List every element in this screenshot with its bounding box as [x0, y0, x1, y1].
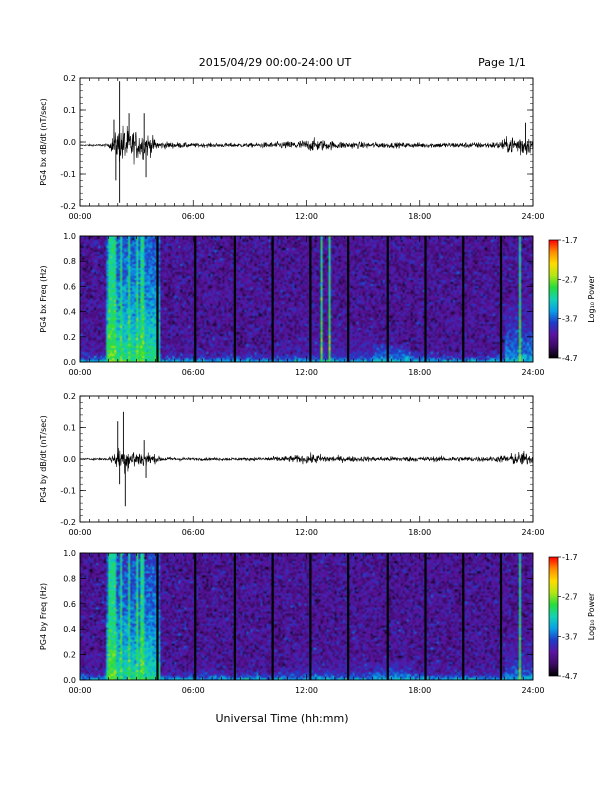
y-tick-label: 1.0: [63, 232, 76, 241]
y-tick-label: 0.0: [63, 358, 76, 367]
x-axis-label: Universal Time (hh:mm): [216, 712, 349, 725]
colorbar-tick-label: -4.7: [562, 672, 578, 681]
x-tick-label: 24:00: [521, 528, 544, 537]
y-axis-label: PG4 by Freq (Hz): [39, 583, 48, 650]
x-tick-label: 12:00: [295, 528, 318, 537]
x-tick-label: 12:00: [295, 686, 318, 695]
data-gap-line: [233, 553, 236, 680]
x-tick-label: 18:00: [408, 528, 431, 537]
y-tick-label: 0.6: [63, 282, 76, 291]
y-tick-label: 0.4: [63, 308, 76, 317]
data-gap-line: [233, 236, 236, 362]
data-gap-line: [347, 236, 350, 362]
data-gap-line: [156, 553, 159, 680]
data-gap-line: [424, 553, 427, 680]
data-gap-line: [194, 553, 197, 680]
x-tick-label: 00:00: [68, 528, 91, 537]
colorbar-tick-label: -1.7: [562, 553, 578, 562]
data-gap-line: [194, 236, 197, 362]
data-gap-line: [462, 553, 465, 680]
plot-frame: [79, 552, 534, 681]
x-tick-label: 18:00: [408, 368, 431, 377]
x-tick-label: 12:00: [295, 368, 318, 377]
chart-panel-2: 00:00 06:00 12:00 18:00 24:00 1.0 0.8 0.6 0.4 0.2…: [39, 232, 596, 377]
x-tick-label: 24:00: [521, 368, 544, 377]
y-tick-label: -0.1: [60, 170, 76, 179]
data-gap-line: [271, 553, 274, 680]
y-tick-label: 0.4: [63, 625, 76, 634]
y-tick-label: 0.0: [63, 455, 76, 464]
y-tick-label: 1.0: [63, 549, 76, 558]
data-gap-line: [386, 236, 389, 362]
x-tick-label: 06:00: [182, 686, 205, 695]
chart-panel-3: 00:00 06:00 12:00 18:00 24:00 0.2 0.1 0.0 -0.1 -0…: [39, 392, 545, 537]
x-tick-label: 00:00: [68, 686, 91, 695]
y-tick-label: 0.2: [63, 392, 76, 401]
data-gap-line: [156, 236, 159, 362]
y-tick-label: -0.1: [60, 487, 76, 496]
data-gap-line: [386, 553, 389, 680]
x-tick-label: 24:00: [521, 212, 544, 221]
x-tick-label: 06:00: [182, 528, 205, 537]
y-tick-label: 0.1: [63, 424, 76, 433]
y-tick-label: 0.0: [63, 138, 76, 147]
data-gap-line: [499, 236, 503, 362]
y-axis-label: PG4 by dB/dt (nT/sec): [39, 415, 48, 502]
x-tick-label: 00:00: [68, 212, 91, 221]
chart-panel-1: 00:00 06:00 12:00 18:00 24:00 0.2 0.1 0.0 -0.1 -0…: [39, 74, 545, 221]
data-gap-line: [499, 553, 503, 680]
series-trace: [79, 125, 534, 165]
colorbar-tick-label: -3.7: [562, 315, 578, 324]
plot-frame: [79, 235, 534, 363]
x-tick-label: 06:00: [182, 212, 205, 221]
spectrogram-image: [80, 236, 533, 362]
y-axis-label: PG4 bx dB/dt (nT/sec): [39, 98, 48, 185]
page-label: Page 1/1: [478, 56, 526, 69]
spectrogram-image: [80, 553, 533, 680]
x-tick-label: 24:00: [521, 686, 544, 695]
y-tick-label: 0.2: [63, 333, 76, 342]
colorbar-tick-label: -4.7: [562, 354, 578, 363]
colorbar-label: Log₁₀ Power: [587, 592, 596, 640]
x-tick-label: 06:00: [182, 368, 205, 377]
colorbar-tick-label: -2.7: [562, 275, 578, 284]
spectrogram-raster: [80, 236, 533, 362]
spectrogram-raster: [80, 553, 533, 680]
data-gap-line: [424, 236, 427, 362]
x-tick-label: 00:00: [68, 368, 91, 377]
colorbar: [548, 239, 559, 359]
y-tick-label: 0.2: [63, 74, 76, 83]
data-gap-line: [347, 553, 350, 680]
y-tick-label: 0.1: [63, 106, 76, 115]
y-tick-label: 0.8: [63, 574, 76, 583]
y-axis-label: PG4 bx Freq (Hz): [39, 265, 48, 332]
y-tick-label: -0.2: [60, 518, 76, 527]
chart-panel-4: 00:00 06:00 12:00 18:00 24:00 1.0 0.8 0.6 0.4 0.2…: [39, 549, 596, 695]
y-tick-label: 0.2: [63, 651, 76, 660]
data-gap-line: [309, 236, 312, 362]
x-tick-label: 18:00: [408, 686, 431, 695]
colorbar-tick-label: -3.7: [562, 632, 578, 641]
x-tick-label: 18:00: [408, 212, 431, 221]
colorbar-tick-label: -1.7: [562, 236, 578, 245]
y-tick-label: -0.2: [60, 202, 76, 211]
data-gap-line: [309, 553, 312, 680]
colorbar-label: Log₁₀ Power: [587, 275, 596, 323]
data-gap-line: [271, 236, 274, 362]
y-tick-label: 0.6: [63, 600, 76, 609]
y-tick-label: 0.0: [63, 676, 76, 685]
y-tick-label: 0.8: [63, 257, 76, 266]
colorbar: [548, 556, 559, 677]
x-tick-label: 12:00: [295, 212, 318, 221]
colorbar-tick-label: -2.7: [562, 593, 578, 602]
date-range-title: 2015/04/29 00:00-24:00 UT: [199, 56, 352, 69]
series-trace: [79, 448, 534, 474]
data-gap-line: [462, 236, 465, 362]
